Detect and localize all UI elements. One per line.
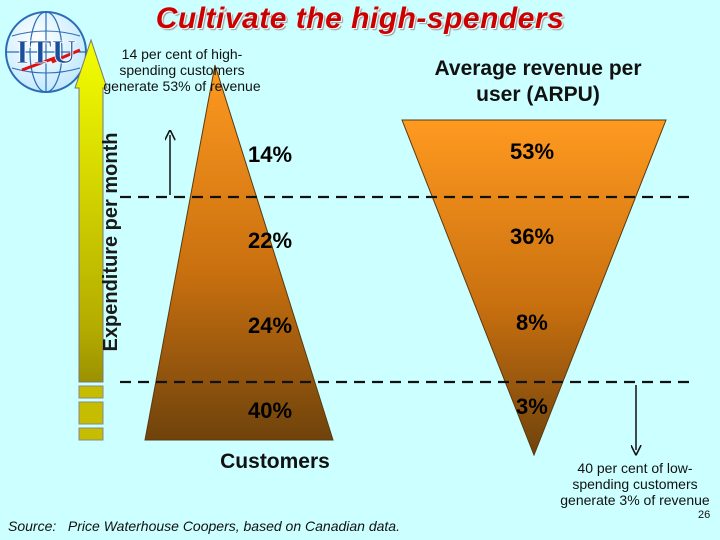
customer-pyramid <box>144 64 334 441</box>
revenue-share-1: 53% <box>510 139 554 164</box>
customers-label: Customers <box>220 450 330 473</box>
axis-label: Expenditure per month <box>100 132 122 352</box>
page-title: Cultivate the high-spenders <box>155 2 565 35</box>
customer-share-4: 40% <box>248 398 292 423</box>
top-note: 14 per cent of high-spending customers g… <box>103 46 261 94</box>
customer-share-2: 22% <box>248 228 292 253</box>
arpu-title: Average revenue per user (ARPU) <box>434 57 642 106</box>
customer-share-3: 24% <box>248 313 292 338</box>
revenue-share-4: 3% <box>516 394 548 419</box>
customer-share-1: 14% <box>248 142 292 167</box>
revenue-triangle <box>401 119 667 457</box>
source-note: Source: Price Waterhouse Coopers, based … <box>8 518 400 534</box>
logo-text: ITU <box>16 34 76 71</box>
itu-logo: ITU <box>5 11 87 93</box>
expenditure-arrow <box>74 38 108 441</box>
revenue-share-2: 36% <box>510 224 554 249</box>
bottom-note: 40 per cent of low-spending customers ge… <box>560 460 710 508</box>
page-number: 26 <box>698 509 711 521</box>
revenue-share-3: 8% <box>516 310 548 335</box>
